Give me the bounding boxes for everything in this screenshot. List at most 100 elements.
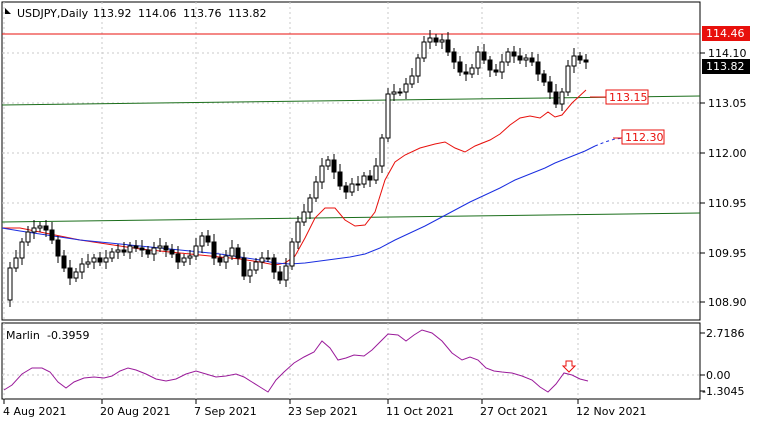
indicator-tick: -1.3045 (702, 385, 744, 398)
bear-candle (55, 239, 61, 257)
red-moving-average (2, 89, 587, 266)
bear-candle (205, 235, 211, 243)
bull-candle (571, 55, 577, 67)
bull-candle (475, 51, 481, 69)
indicator-axis: 2.7186 0.00 -1.3045 (700, 327, 745, 398)
bear-candle (457, 61, 463, 73)
bear-candle (583, 59, 589, 63)
bear-candle (493, 69, 499, 73)
bull-candle (283, 265, 289, 281)
expand-triangle-icon (5, 8, 11, 14)
red-ma-annotation: 113.15 (590, 89, 649, 105)
bear-candle (139, 247, 145, 251)
bear-candle (463, 71, 469, 75)
red-ma-label: 113.15 (609, 91, 648, 104)
bull-candle (385, 93, 391, 139)
bull-candle (427, 37, 433, 43)
bull-candle (37, 225, 43, 229)
indicator-grid (2, 323, 700, 399)
ohlc-low: 113.76 (183, 7, 222, 20)
bull-candle (19, 241, 25, 259)
bear-candle (445, 39, 451, 53)
marlin-oscillator-line (3, 329, 589, 393)
bull-candle (13, 257, 19, 269)
ohlc-close: 113.82 (228, 7, 267, 20)
bear-candle (61, 255, 67, 269)
bull-candle (247, 269, 253, 277)
chart-header: USDJPY,Daily 113.92 114.06 113.76 113.82 (5, 7, 267, 20)
bull-candle (151, 247, 157, 255)
indicator-tick: 2.7186 (706, 327, 745, 340)
bull-candle (409, 75, 415, 85)
bull-candle (259, 257, 265, 263)
indicator-tick: 0.00 (706, 369, 731, 382)
bear-candle (211, 241, 217, 259)
bear-candle (343, 185, 349, 193)
bear-candle (241, 257, 247, 277)
bear-candle (535, 61, 541, 75)
bull-candle (199, 235, 205, 247)
bull-candle (253, 261, 259, 271)
bull-candle (85, 261, 91, 265)
bull-candle (349, 183, 355, 193)
bear-candle (43, 225, 49, 231)
bull-candle (115, 249, 121, 253)
date-tick: 27 Oct 2021 (480, 405, 548, 418)
bear-candle (49, 229, 55, 241)
bear-candle (481, 51, 487, 61)
bear-candle (367, 175, 373, 181)
bull-candle (379, 137, 385, 167)
price-axis: 114.10 113.05 112.00 110.95 109.95 108.9… (700, 47, 747, 309)
lower-green-trend-line (1, 212, 701, 223)
bear-candle (451, 51, 457, 63)
blue-ma-annotation: 112.30 (613, 129, 665, 145)
bull-candle (187, 255, 193, 259)
bull-candle (295, 221, 301, 243)
bear-candle (517, 55, 523, 61)
bear-candle (433, 37, 439, 43)
bear-candle (529, 57, 535, 63)
bull-candle (325, 159, 331, 167)
bear-candle (133, 245, 139, 249)
bull-candle (91, 257, 97, 263)
date-tick: 4 Aug 2021 (3, 405, 66, 418)
indicator-value: -0.3959 (47, 329, 89, 342)
bull-candle (289, 241, 295, 267)
resistance-price-tag: 114.46 (702, 26, 750, 41)
bear-candle (355, 183, 361, 186)
bear-candle (121, 249, 127, 253)
indicator-name: Marlin (6, 329, 40, 342)
down-arrow-icon (561, 360, 577, 373)
bull-candle (421, 41, 427, 59)
candles (7, 30, 589, 307)
symbol-title: USDJPY,Daily (17, 7, 89, 20)
bull-candle (127, 245, 133, 253)
bull-candle (25, 231, 31, 243)
bull-candle (439, 39, 445, 43)
bull-candle (307, 197, 313, 213)
price-tick: 110.95 (708, 197, 747, 210)
bull-candle (361, 175, 367, 185)
bear-candle (97, 257, 103, 263)
bull-candle (415, 57, 421, 77)
bull-candle (181, 257, 187, 263)
current-price-label: 113.82 (706, 60, 745, 73)
bull-candle (565, 65, 571, 93)
bull-candle (505, 51, 511, 63)
bear-candle (337, 171, 343, 187)
bear-candle (487, 59, 493, 71)
ohlc-open: 113.92 (93, 7, 132, 20)
bull-candle (373, 165, 379, 181)
blue-ma-label: 112.30 (625, 131, 664, 144)
bear-candle (547, 81, 553, 93)
bull-candle (193, 245, 199, 257)
bear-candle (397, 91, 403, 94)
bear-candle (169, 249, 175, 255)
bear-candle (271, 257, 277, 273)
main-grid (2, 2, 700, 320)
bull-candle (391, 91, 397, 95)
bull-candle (7, 267, 13, 301)
bull-candle (223, 255, 229, 263)
ohlc-high: 114.06 (138, 7, 177, 20)
